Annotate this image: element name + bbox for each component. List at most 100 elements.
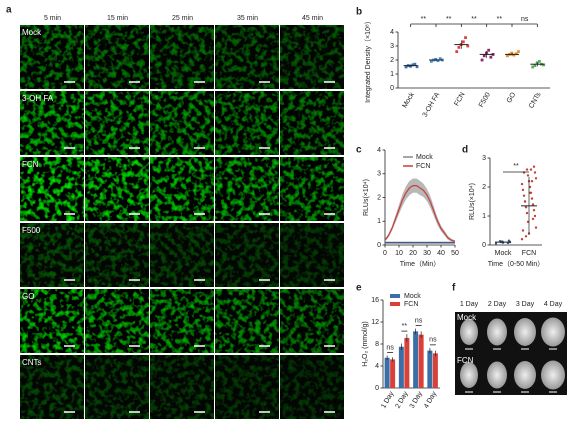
x-tick-label: 4 Day	[423, 390, 438, 410]
x-tick-label: 0	[383, 250, 387, 257]
micrograph-signal	[215, 25, 279, 89]
x-tick-label: F500	[478, 91, 492, 108]
row-label: CNTs	[22, 358, 42, 367]
data-point	[480, 58, 484, 62]
y-axis-label: Integrated Density（×10⁸）	[364, 17, 372, 103]
data-point	[528, 191, 532, 194]
micrograph-signal	[150, 157, 214, 221]
data-point	[464, 36, 467, 39]
leaf	[514, 318, 536, 346]
micrograph-signal	[280, 91, 344, 155]
micrograph-signal	[215, 91, 279, 155]
significance-label: **	[446, 16, 452, 23]
x-tick-label: 2 Day	[394, 390, 409, 410]
y-tick-label: 3	[390, 43, 394, 50]
data-point	[521, 229, 525, 232]
data-point	[533, 171, 537, 174]
panel-label: c	[356, 145, 362, 156]
leaf	[460, 319, 478, 345]
y-tick-label: 3	[482, 155, 486, 162]
data-point	[507, 239, 511, 242]
leaf	[541, 360, 565, 390]
data-point	[413, 62, 417, 66]
data-point	[482, 54, 486, 58]
data-point	[512, 53, 516, 57]
micrograph-signal	[85, 91, 149, 155]
micrograph-signal	[215, 223, 279, 287]
row-label: FCN	[457, 356, 474, 365]
data-point	[531, 203, 535, 206]
column-header: 35 min	[237, 15, 258, 22]
data-point	[525, 168, 529, 171]
legend-swatch	[390, 302, 400, 306]
data-point	[533, 214, 537, 218]
micrograph-signal	[150, 91, 214, 155]
data-point	[514, 52, 518, 56]
x-tick-label: 3-OH FA	[422, 91, 442, 118]
column-header: 4 Day	[544, 301, 563, 308]
data-point	[494, 242, 498, 245]
micrograph-signal	[85, 289, 149, 353]
x-tick-label: 40	[437, 250, 445, 257]
data-point	[532, 209, 536, 212]
y-tick-label: 8	[375, 341, 379, 348]
x-tick-label: 30	[423, 250, 431, 257]
bar	[413, 331, 419, 388]
x-tick-label: 50	[451, 250, 459, 257]
data-point	[533, 64, 537, 67]
micrograph-signal	[280, 25, 344, 89]
y-tick-label: 16	[371, 297, 379, 304]
column-header: 2 Day	[488, 301, 507, 308]
micrograph-signal	[215, 157, 279, 221]
micrograph-signal	[280, 223, 344, 287]
data-point	[534, 177, 538, 180]
y-tick-label: 1	[482, 213, 486, 220]
panel-label: a	[6, 5, 12, 16]
bar	[404, 337, 410, 388]
row-label: Mock	[22, 28, 42, 37]
legend-label: FCN	[416, 163, 430, 170]
significance-label: ns	[386, 344, 394, 351]
data-point	[466, 44, 470, 48]
data-point	[532, 165, 536, 168]
micrograph-signal	[280, 289, 344, 353]
y-tick-label: 2	[377, 194, 381, 201]
data-point	[487, 48, 491, 52]
data-point	[520, 182, 524, 186]
micrograph-signal	[280, 355, 344, 419]
data-point	[457, 46, 461, 49]
leaf	[514, 361, 536, 389]
x-tick-label: 3 Day	[409, 390, 424, 410]
y-tick-label: 0	[482, 242, 486, 249]
y-axis-label: RLUs(×10⁴)	[469, 183, 476, 220]
data-point	[461, 40, 465, 44]
legend-label: FCN	[404, 301, 418, 308]
data-point	[438, 57, 442, 60]
micrograph-signal	[85, 157, 149, 221]
data-point	[517, 50, 520, 53]
significance-label: **	[421, 16, 427, 23]
data-point	[530, 197, 534, 200]
data-point	[404, 65, 408, 69]
significance-label: **	[497, 16, 503, 23]
y-tick-label: 4	[375, 363, 379, 370]
data-point	[524, 206, 528, 209]
bar	[390, 359, 396, 388]
bar	[398, 346, 404, 388]
y-tick-label: 2	[390, 57, 394, 64]
column-header: 15 min	[107, 15, 128, 22]
data-point	[525, 211, 529, 215]
data-point	[411, 63, 415, 67]
significance-label: **	[513, 163, 519, 170]
data-point	[520, 238, 524, 241]
row-label: FCN	[22, 160, 39, 169]
x-axis-label: Time（Min）	[400, 260, 441, 268]
y-axis-label: H₂O₂ (mmol/g)	[362, 321, 369, 367]
data-point	[455, 50, 459, 53]
x-tick-label: FCN	[453, 91, 466, 107]
column-header: 1 Day	[460, 301, 479, 308]
error-band	[385, 178, 455, 243]
data-point	[542, 63, 546, 67]
data-point	[415, 65, 419, 69]
panel-label: b	[356, 7, 362, 18]
